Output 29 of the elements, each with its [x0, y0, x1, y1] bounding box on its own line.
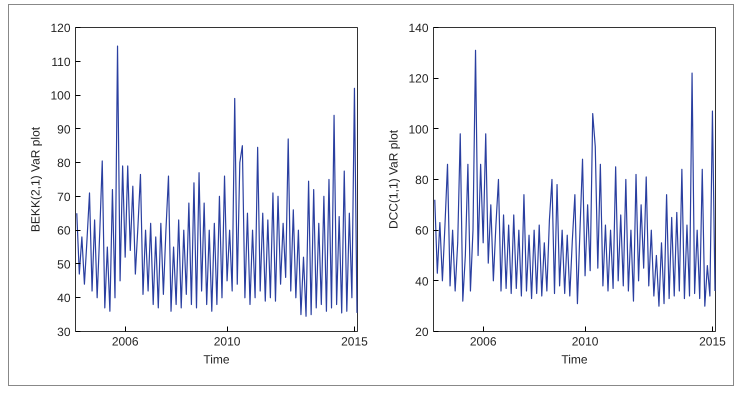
y-axis-title: BEKK(2,1) VaR plot: [28, 126, 42, 232]
y-tick-label: 40: [415, 274, 429, 288]
y-tick-label: 50: [57, 257, 71, 272]
y-tick-label: 120: [408, 72, 429, 86]
y-tick-label: 110: [51, 54, 71, 69]
line-series: [76, 45, 358, 317]
y-tick-label: 80: [57, 156, 71, 170]
x-axis-title: Time: [203, 352, 230, 366]
y-tick-label: 80: [415, 173, 429, 187]
y-tick-label: 90: [57, 122, 71, 136]
y-tick-label: 60: [415, 224, 429, 238]
x-tick-label: 2006: [470, 334, 497, 348]
y-tick-label: 100: [50, 88, 71, 103]
x-tick-label: 2006: [112, 334, 139, 348]
y-tick-label: 120: [50, 21, 71, 35]
x-tick-label: 2010: [572, 334, 599, 348]
y-axis-title: DCC(1,1) VaR plot: [386, 129, 400, 230]
y-tick-label: 70: [57, 190, 71, 204]
y-tick-label: 100: [408, 122, 429, 136]
x-axis-title: Time: [561, 352, 588, 366]
x-tick-label: 2015: [699, 334, 726, 348]
y-tick-label: 20: [415, 325, 429, 339]
y-tick-label: 140: [408, 21, 429, 35]
x-tick-label: 2010: [214, 334, 241, 348]
line-series: [434, 50, 716, 307]
y-tick-label: 40: [57, 291, 71, 306]
x-tick-label: 2015: [341, 334, 368, 348]
y-tick-label: 60: [57, 224, 71, 238]
y-tick-label: 30: [57, 325, 71, 339]
